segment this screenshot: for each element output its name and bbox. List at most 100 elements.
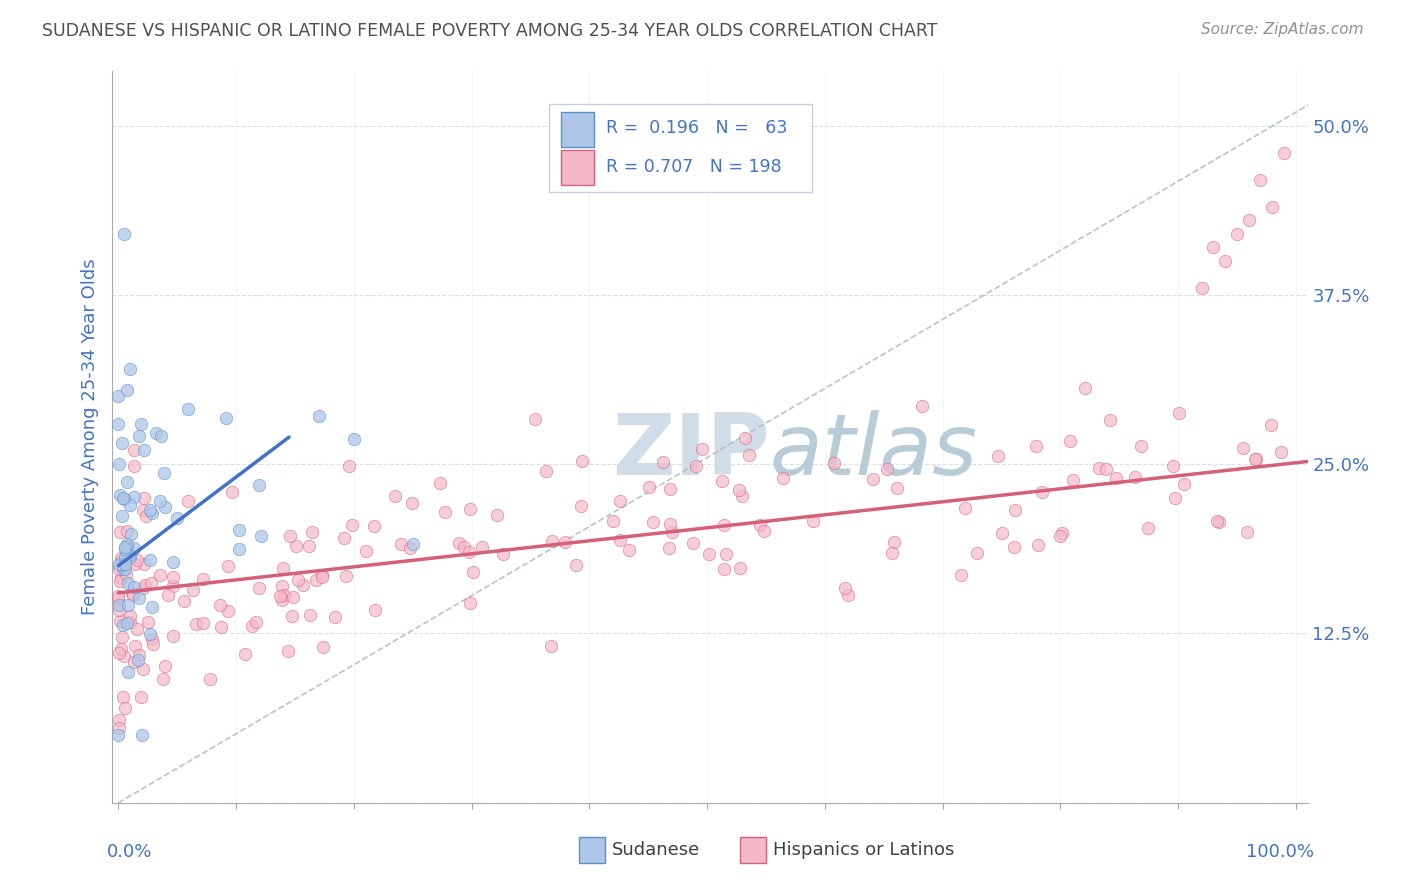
Text: Source: ZipAtlas.com: Source: ZipAtlas.com [1201, 22, 1364, 37]
Point [1049, 529, 1071, 543]
Point [108, 458, 131, 472]
Text: atlas: atlas [770, 410, 977, 493]
Point [233, 647, 256, 661]
Point [401, 496, 423, 510]
Text: ZIP: ZIP [612, 410, 770, 493]
Point [652, 454, 675, 468]
Point [145, 426, 167, 441]
Point [554, 535, 576, 549]
Point [1213, 254, 1236, 268]
Point [711, 475, 734, 489]
Point [283, 591, 305, 605]
Point [734, 431, 756, 445]
Point [245, 615, 267, 629]
Point [127, 653, 149, 667]
Point [685, 458, 707, 473]
Point [883, 535, 905, 549]
Point [139, 503, 162, 517]
Point [311, 568, 333, 582]
Point [880, 546, 903, 560]
Point [384, 489, 406, 503]
Point [429, 475, 451, 490]
Point [110, 571, 132, 585]
Point [111, 562, 134, 576]
Point [138, 552, 160, 566]
Point [240, 619, 263, 633]
Point [114, 541, 136, 555]
FancyBboxPatch shape [548, 104, 811, 192]
Point [285, 539, 308, 553]
Point [153, 658, 176, 673]
Point [117, 665, 139, 679]
Point [107, 591, 129, 606]
Point [115, 539, 138, 553]
Point [111, 491, 134, 506]
Point [117, 475, 139, 490]
Text: R =  0.196   N =   63: R = 0.196 N = 63 [606, 119, 787, 136]
Point [141, 506, 163, 520]
Point [107, 721, 129, 735]
Point [602, 514, 624, 528]
Point [1062, 473, 1084, 487]
Point [129, 690, 152, 704]
FancyBboxPatch shape [579, 838, 605, 863]
Point [108, 646, 131, 660]
Point [1232, 441, 1254, 455]
Point [157, 588, 180, 602]
Point [108, 574, 131, 588]
Point [1025, 439, 1047, 453]
Point [273, 588, 295, 602]
Point [271, 561, 294, 575]
Point [152, 673, 174, 687]
Point [534, 464, 557, 478]
Point [228, 542, 250, 557]
Point [402, 537, 425, 551]
Point [162, 579, 184, 593]
Point [748, 518, 770, 533]
Point [1244, 452, 1267, 467]
Point [114, 549, 136, 564]
Point [1123, 470, 1146, 484]
Point [1088, 461, 1111, 475]
Point [128, 591, 150, 606]
Point [1073, 381, 1095, 395]
Point [153, 500, 176, 514]
Point [124, 541, 146, 555]
Text: Hispanics or Latinos: Hispanics or Latinos [773, 841, 955, 859]
Point [661, 525, 683, 540]
Point [287, 573, 309, 587]
Point [131, 417, 153, 431]
Point [114, 541, 136, 556]
Point [1105, 470, 1128, 484]
Point [772, 471, 794, 485]
Point [118, 549, 141, 563]
Point [217, 558, 239, 573]
Point [955, 500, 977, 515]
Point [391, 537, 413, 551]
Point [122, 580, 145, 594]
Point [200, 672, 222, 686]
Point [356, 544, 378, 558]
Point [337, 458, 360, 473]
Point [949, 568, 972, 582]
Point [343, 433, 366, 447]
Point [524, 412, 547, 426]
Point [659, 516, 682, 531]
Point [1031, 485, 1053, 500]
Point [149, 568, 172, 582]
Point [277, 644, 299, 658]
Point [121, 585, 143, 599]
Point [1161, 458, 1184, 473]
Point [115, 524, 138, 539]
Point [886, 481, 908, 495]
Point [127, 552, 149, 566]
Point [1130, 438, 1153, 452]
Point [1208, 515, 1230, 529]
Point [966, 546, 988, 560]
Point [117, 547, 139, 561]
Point [132, 662, 155, 676]
Point [114, 562, 136, 576]
Point [987, 449, 1010, 463]
Point [139, 627, 162, 641]
Point [333, 531, 356, 545]
